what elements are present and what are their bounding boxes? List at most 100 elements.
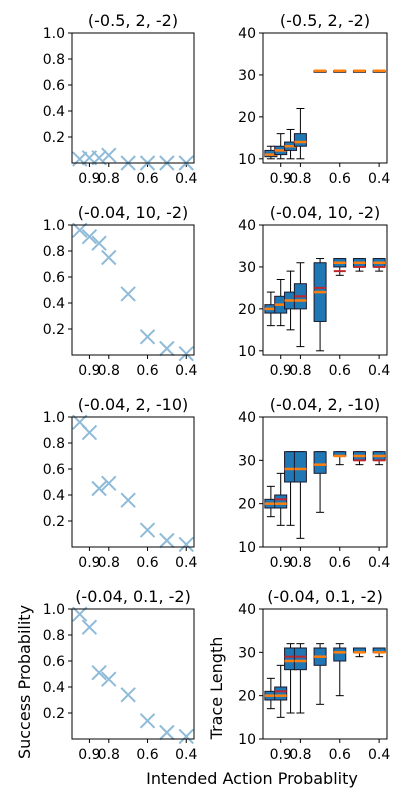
box-7: [352, 258, 366, 272]
y-tick-label: 30: [238, 453, 256, 469]
y-tick-label: 0.8: [43, 244, 65, 260]
y-tick-label: 20: [238, 689, 256, 705]
subplot-3: (-0.04, 10, -2)0.20.40.60.81.00.90.8 0.6 0…: [43, 203, 198, 379]
axes-frame: [71, 224, 195, 356]
subplot-7: (-0.04, 0.1, -2)0.20.40.60.81.00.90.8 0.6…: [43, 587, 198, 763]
x-tick-label: 0.4: [175, 171, 197, 187]
y-tick-label: 0.6: [43, 654, 65, 670]
y-tick-label: 1.0: [43, 602, 65, 618]
subplot-2: (-0.5, 2, -2) 10 20 30 40 0.90.8 0.6 0.4: [238, 11, 390, 187]
y-tick-label: 30: [238, 260, 256, 276]
y-tick-label: 40: [238, 26, 256, 42]
y-tick-label: 0.6: [43, 462, 65, 478]
box-5: [313, 69, 327, 73]
subplot-title: (-0.04, 0.1, -2): [267, 587, 383, 606]
box-6: [333, 258, 347, 276]
box-body: [293, 133, 307, 147]
axes-frame: [71, 32, 195, 164]
x-tick-label: 0.4: [175, 747, 197, 763]
box-6: [333, 451, 347, 466]
y-tick-label: 1.0: [43, 26, 65, 42]
scatter-point: [101, 147, 117, 163]
x-tick-label: 0.9: [270, 555, 292, 571]
scatter-point: [120, 492, 136, 508]
x-tick-label: 0.4: [368, 555, 390, 571]
scatter-point: [72, 606, 88, 622]
x-tick-label: 0.8: [98, 363, 120, 379]
subplot-grid: (-0.5, 2, -2)0.20.40.60.81.00.90.8 0.6 0.4…: [43, 11, 391, 763]
x-tick-label: 0.9: [78, 363, 100, 379]
box-7: [352, 451, 366, 466]
y-tick-label: 0.6: [43, 270, 65, 286]
subplot-6: (-0.04, 2, -10) 10 20 30 40 0.90.8 0.6 0.4: [238, 395, 390, 571]
y-tick-label: 0.4: [43, 104, 65, 120]
x-tick-label: 0.6: [136, 555, 158, 571]
x-tick-label: 0.6: [136, 363, 158, 379]
x-tick-label: 0.6: [329, 555, 351, 571]
x-tick-label: 0.4: [368, 747, 390, 763]
axes-frame: [262, 416, 388, 548]
box-8: [372, 69, 386, 73]
box-body: [313, 451, 327, 474]
box-body: [293, 451, 307, 483]
box-4: [293, 107, 307, 160]
box-5: [313, 643, 327, 705]
scatter-point: [72, 222, 88, 238]
x-tick-label: 0.4: [175, 363, 197, 379]
scatter-point: [91, 150, 107, 166]
x-tick-label: 0.6: [136, 171, 158, 187]
y-tick-label: 0.2: [43, 514, 65, 530]
y-tick-label: 40: [238, 218, 256, 234]
y-tick-label: 10: [238, 152, 256, 168]
subplot-title: (-0.04, 10, -2): [270, 203, 381, 222]
x-tick-label: 0.6: [329, 363, 351, 379]
x-tick-label: 0.8: [98, 555, 120, 571]
x-tick-label: 0.9: [270, 171, 292, 187]
scatter-point: [139, 713, 156, 729]
subplot-5: (-0.04, 2, -10)0.20.40.60.81.00.90.8 0.6 0…: [43, 395, 198, 571]
x-tick-label: 0.8: [98, 171, 120, 187]
box-6: [333, 69, 347, 73]
box-body: [333, 647, 347, 662]
subplot-title: (-0.04, 0.1, -2): [75, 587, 191, 606]
scatter-point: [178, 345, 194, 362]
scatter-point: [91, 235, 107, 251]
x-axis-label-intended-action-probability: Intended Action Probablity: [146, 769, 358, 788]
y-tick-label: 40: [238, 602, 256, 618]
box-4: [293, 643, 307, 714]
box-6: [333, 643, 347, 697]
subplot-title: (-0.04, 2, -10): [270, 395, 381, 414]
box-8: [372, 647, 386, 658]
scatter-point: [159, 340, 175, 357]
y-tick-label: 30: [238, 68, 256, 84]
axes-frame: [71, 608, 195, 740]
y-tick-label: 1.0: [43, 410, 65, 426]
scatter-point: [101, 671, 117, 687]
y-tick-label: 0.2: [43, 706, 65, 722]
x-tick-label: 0.8: [289, 363, 311, 379]
y-tick-label: 0.4: [43, 296, 65, 312]
y-tick-label: 0.8: [43, 436, 65, 452]
y-axis-label-success-probability: Success Probability: [15, 605, 34, 759]
y-tick-label: 20: [238, 110, 256, 126]
box-body: [274, 494, 288, 509]
x-tick-label: 0.8: [289, 555, 311, 571]
axes-frame: [71, 416, 195, 548]
scatter-point: [139, 329, 156, 345]
y-tick-label: 10: [238, 344, 256, 360]
y-tick-label: 30: [238, 645, 256, 661]
y-tick-label: 1.0: [43, 218, 65, 234]
scatter-point: [139, 522, 156, 538]
axes-frame: [262, 32, 388, 164]
x-tick-label: 0.4: [368, 363, 390, 379]
x-tick-label: 0.9: [270, 363, 292, 379]
scatter-point: [120, 687, 136, 703]
subplot-title: (-0.04, 10, -2): [78, 203, 189, 222]
axes-frame: [262, 608, 388, 740]
scatter-point: [120, 286, 136, 302]
subplot-title: (-0.5, 2, -2): [88, 11, 178, 30]
subplot-title: (-0.5, 2, -2): [280, 11, 370, 30]
x-tick-label: 0.6: [329, 747, 351, 763]
y-axis-label-trace-length: Trace Length: [207, 637, 226, 741]
scatter-point: [159, 724, 175, 741]
